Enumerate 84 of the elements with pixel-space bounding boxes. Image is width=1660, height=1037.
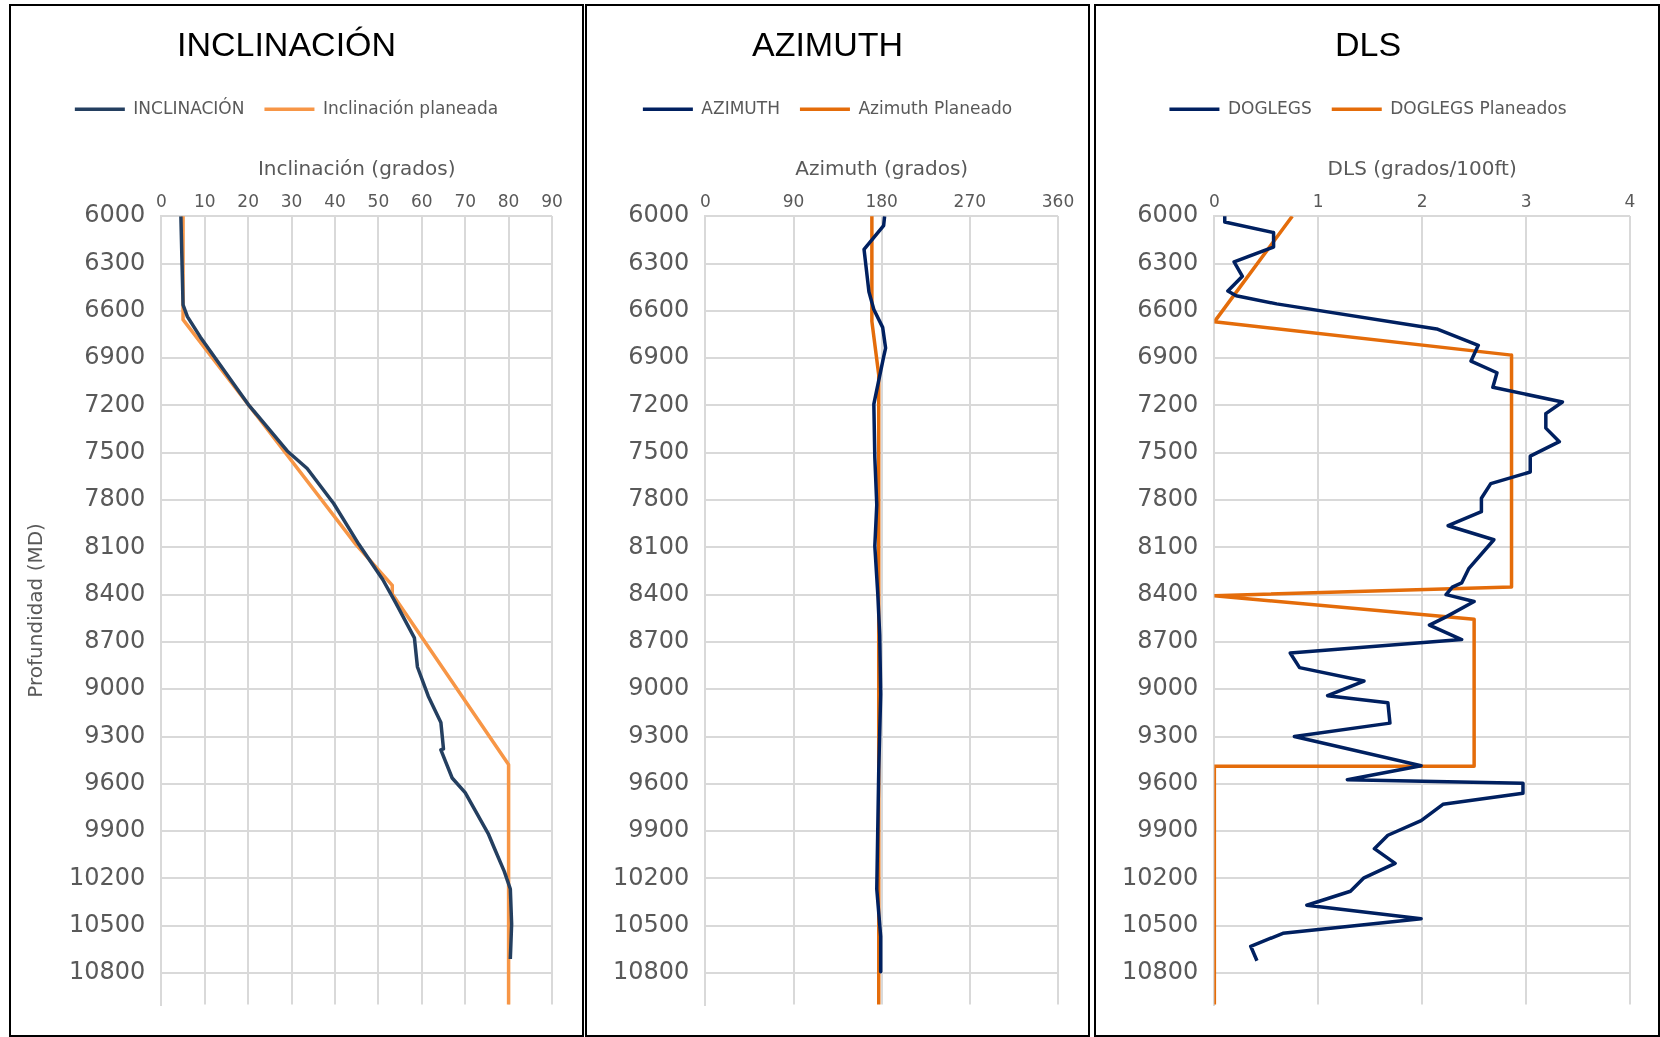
x-tick-label: 10	[193, 191, 216, 212]
y-tick-label: 9900	[628, 815, 690, 844]
x-tick-label: 90	[541, 191, 563, 212]
x-tick-label: 0	[699, 191, 711, 212]
y-tick-label: 8400	[1137, 578, 1199, 607]
y-tick-label: 7800	[1137, 484, 1199, 513]
y-tick-label: 9000	[84, 673, 146, 702]
x-tick-label: 20	[237, 191, 259, 212]
y-tick-label: 8100	[1137, 531, 1199, 560]
y-tick-label: 7800	[628, 484, 690, 513]
chart-title: DLS	[1334, 24, 1402, 63]
y-tick-label: 10500	[612, 909, 690, 938]
x-tick-label: 360	[1041, 191, 1075, 212]
y-tick-label: 8700	[84, 626, 146, 655]
y-tick-label: 7800	[84, 484, 146, 513]
y-tick-label: 9300	[84, 720, 146, 749]
legend-label: DOGLEGS	[1227, 97, 1312, 118]
y-tick-label: 7500	[84, 436, 146, 465]
y-tick-label: 6600	[628, 295, 690, 324]
x-tick-label: 60	[410, 191, 433, 212]
y-tick-label: 6300	[1137, 247, 1199, 276]
y-tick-label: 6000	[628, 200, 690, 229]
y-tick-label: 7200	[1137, 389, 1199, 418]
y-tick-label: 10800	[612, 957, 690, 986]
y-tick-label: 10800	[68, 957, 146, 986]
x-tick-label: 3	[1520, 191, 1532, 212]
y-tick-label: 8700	[1137, 626, 1199, 655]
x-tick-label: 270	[953, 191, 987, 212]
x-tick-label: 40	[324, 191, 346, 212]
x-tick-label: 70	[454, 191, 477, 212]
x-tick-label: 4	[1624, 191, 1636, 212]
chart-title: AZIMUTH	[751, 24, 904, 63]
x-tick-label: 2	[1416, 191, 1428, 212]
legend-label: DOGLEGS Planeados	[1390, 97, 1567, 118]
x-tick-label: 80	[497, 191, 520, 212]
y-tick-label: 8700	[628, 626, 690, 655]
x-tick-label: 90	[782, 191, 805, 212]
y-tick-label: 9600	[1137, 768, 1199, 797]
y-tick-label: 10500	[68, 909, 146, 938]
y-tick-label: 10200	[68, 862, 146, 891]
y-tick-label: 10200	[612, 862, 690, 891]
y-tick-label: 6300	[628, 247, 690, 276]
y-tick-label: 6000	[84, 200, 146, 229]
y-tick-label: 9300	[628, 720, 690, 749]
x-tick-label: 1	[1312, 191, 1324, 212]
chart-title: INCLINACIÓN	[176, 24, 397, 63]
y-tick-label: 7200	[84, 389, 146, 418]
y-tick-label: 10800	[1121, 957, 1199, 986]
y-tick-label: 7500	[1137, 436, 1199, 465]
y-tick-label: 9300	[1137, 720, 1199, 749]
legend-label: AZIMUTH	[701, 97, 780, 118]
y-tick-label: 9600	[628, 768, 690, 797]
x-tick-label: 0	[155, 191, 167, 212]
y-axis-title: Profundidad (MD)	[23, 523, 48, 698]
y-tick-label: 10200	[1121, 862, 1199, 891]
y-tick-label: 6600	[84, 295, 146, 324]
y-tick-label: 8100	[84, 531, 146, 560]
x-tick-label: 30	[280, 191, 303, 212]
y-tick-label: 6600	[1137, 295, 1199, 324]
y-tick-label: 7500	[628, 436, 690, 465]
x-axis-title: Azimuth (grados)	[795, 156, 969, 180]
y-tick-label: 10500	[1121, 909, 1199, 938]
x-axis-title: Inclinación (grados)	[257, 156, 456, 180]
y-tick-label: 6900	[1137, 342, 1199, 371]
y-tick-label: 8400	[84, 578, 146, 607]
y-tick-label: 8100	[628, 531, 690, 560]
x-axis-title: DLS (grados/100ft)	[1327, 156, 1517, 180]
legend-label: Inclinación planeada	[322, 97, 499, 118]
y-tick-label: 9900	[84, 815, 146, 844]
y-tick-label: 6300	[84, 247, 146, 276]
y-tick-label: 9900	[1137, 815, 1199, 844]
x-tick-label: 180	[865, 191, 898, 212]
y-tick-label: 9000	[628, 673, 690, 702]
y-tick-label: 6900	[628, 342, 690, 371]
y-tick-label: 8400	[628, 578, 690, 607]
x-tick-label: 0	[1208, 191, 1220, 212]
y-tick-label: 6000	[1137, 200, 1199, 229]
legend-label: INCLINACIÓN	[133, 96, 245, 118]
y-tick-label: 9000	[1137, 673, 1199, 702]
y-tick-label: 6900	[84, 342, 146, 371]
y-tick-label: 7200	[628, 389, 690, 418]
y-tick-label: 9600	[84, 768, 146, 797]
x-tick-label: 50	[367, 191, 390, 212]
legend-label: Azimuth Planeado	[858, 97, 1013, 118]
